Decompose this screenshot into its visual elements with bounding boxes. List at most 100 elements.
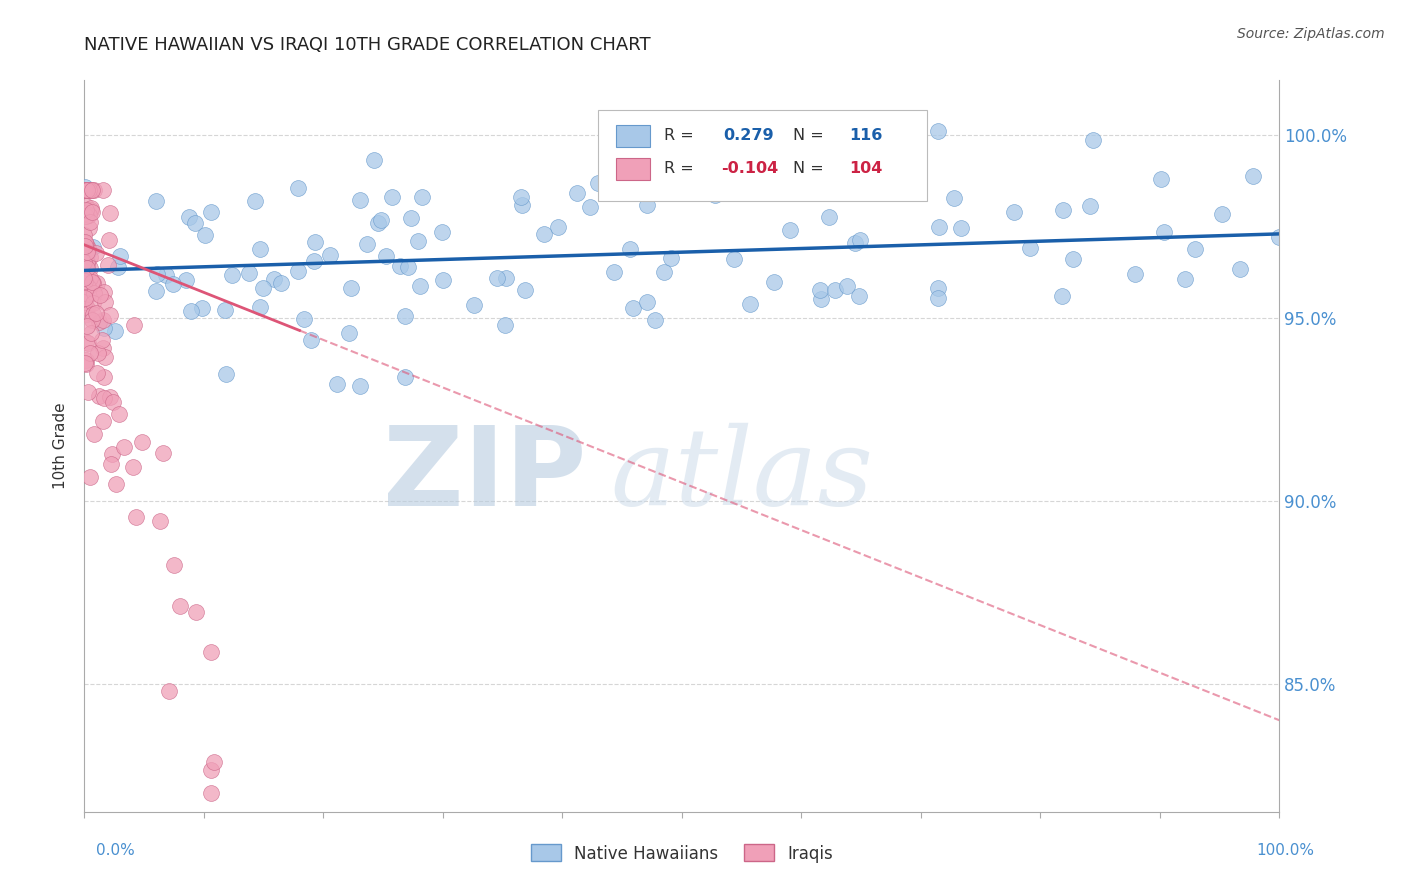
Point [73,180,96,194]
Point [835,278,858,293]
Point [73,235,96,250]
Point [644,313,666,327]
Point [1052,203,1074,218]
Point [77,221,100,235]
Point [381,190,404,204]
Point [73,238,96,252]
Point [152,446,174,460]
Point [89,315,111,329]
Point [79,202,101,217]
Point [79,469,101,483]
Point [356,236,378,251]
Point [77,336,100,351]
Point [86,276,108,290]
Point [249,242,271,256]
Point [108,407,131,421]
Point [122,460,145,475]
Point [221,268,243,282]
Point [73,227,96,242]
Point [76,245,98,260]
Point [848,289,870,303]
Point [80,275,103,289]
Point [145,284,167,298]
Point [162,277,184,292]
Point [79,251,101,265]
Text: 104: 104 [849,161,883,176]
Point [91,313,114,327]
Point [586,176,609,190]
Point [79,215,101,229]
Point [808,283,831,297]
Point [93,391,115,405]
Point [77,280,100,294]
Point [169,599,191,614]
Point [112,440,135,454]
Point [77,384,100,399]
Point [180,303,202,318]
Point [363,153,385,168]
Point [849,233,872,247]
Point [1081,133,1104,147]
Point [93,285,115,300]
Point [1174,271,1197,285]
Point [619,242,641,256]
Point [406,234,429,248]
Text: 100.0%: 100.0% [1257,843,1315,857]
Point [157,683,180,698]
Text: atlas: atlas [610,423,873,528]
Point [810,292,832,306]
Point [79,326,101,341]
Point [200,787,222,801]
Point [80,204,103,219]
Point [91,333,114,347]
Point [818,211,841,225]
Point [287,264,309,278]
Point [179,211,201,225]
Point [146,267,169,281]
Point [79,271,101,285]
Bar [616,125,650,147]
Point [93,321,115,335]
Point [411,190,433,204]
Point [77,287,100,301]
Point [75,291,97,305]
Point [73,183,96,197]
Point [202,755,225,769]
Point [370,213,392,227]
Point [252,281,274,295]
Point [723,252,745,266]
Point [883,143,905,157]
Point [249,300,271,314]
Point [93,369,115,384]
Point [75,353,97,368]
Point [1078,199,1101,213]
Point [73,183,96,197]
Point [145,194,167,209]
Point [432,273,454,287]
Point [149,514,172,528]
Point [394,309,416,323]
Point [100,308,122,322]
Point [200,645,222,659]
Point [636,295,658,310]
Point [86,306,108,320]
Point [82,277,104,291]
Point [1153,226,1175,240]
Point [73,183,96,197]
Point [409,279,432,293]
Text: 0.0%: 0.0% [96,843,135,857]
Point [463,298,485,312]
Point [82,307,104,321]
Point [704,187,727,202]
Point [942,191,965,205]
Point [652,265,675,279]
Point [98,390,121,404]
Point [762,275,785,289]
Point [319,248,342,262]
Legend: Native Hawaiians, Iraqis: Native Hawaiians, Iraqis [524,838,839,869]
Point [738,297,761,311]
Point [1050,289,1073,303]
Point [75,356,97,370]
Point [844,236,866,251]
Point [76,183,98,197]
